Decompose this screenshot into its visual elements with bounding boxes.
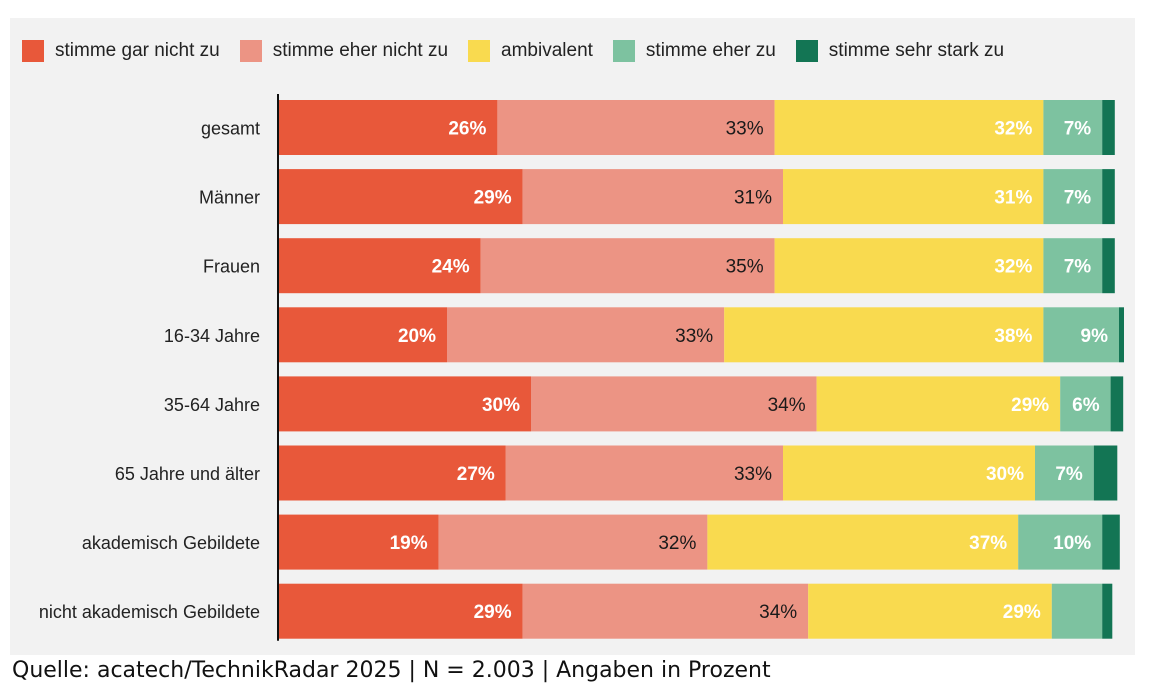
bar-nicht-akademisch-gebildete-ambivalent [808,583,1052,639]
legend-swatch-ambivalent [468,40,491,62]
bar-gesamt-stimme-sehr-stark-zu [1102,100,1115,155]
bar-gesamt-ambivalent [774,100,1044,155]
bar-frauen-stimme-gar-nicht-zu [279,238,481,294]
bar-16-34-jahre-ambivalent [724,307,1044,363]
source-note: Quelle: acatech/TechnikRadar 2025 | N = … [12,658,771,683]
bar-maenner-ambivalent [783,169,1044,225]
legend-item-stimme-sehr-stark-zu: stimme sehr stark zu [795,38,1005,64]
data-label-65-jahre-und-aelter-stimme-eher-nicht-zu: 33% [734,464,772,485]
legend-item-stimme-gar-nicht-zu: stimme gar nicht zu [22,38,220,64]
data-label-nicht-akademisch-gebildete-ambivalent: 29% [1003,602,1041,623]
data-label-maenner-stimme-eher-zu: 7% [1064,188,1092,209]
bar-akademisch-gebildete-stimme-eher-nicht-zu [438,514,708,570]
data-label-frauen-ambivalent: 32% [994,257,1032,278]
bar-frauen-stimme-eher-zu [1043,238,1103,294]
bar-frauen-stimme-eher-nicht-zu [480,238,775,294]
data-label-16-34-jahre-stimme-eher-nicht-zu: 33% [675,326,713,347]
bar-akademisch-gebildete-stimme-eher-zu [1018,514,1103,570]
legend-label-stimme-eher-nicht-zu: stimme eher nicht zu [272,40,449,61]
data-label-gesamt-stimme-gar-nicht-zu: 26% [448,119,486,140]
data-label-frauen-stimme-gar-nicht-zu: 24% [432,257,470,278]
data-label-35-64-jahre-stimme-eher-zu: 6% [1072,395,1100,416]
data-label-65-jahre-und-aelter-stimme-gar-nicht-zu: 27% [457,464,495,485]
bar-nicht-akademisch-gebildete-stimme-eher-zu [1051,583,1103,639]
category-label-maenner: Männer [199,188,260,208]
bar-maenner-stimme-eher-zu [1043,169,1103,225]
bar-35-64-jahre-stimme-gar-nicht-zu [279,376,531,432]
data-label-65-jahre-und-aelter-stimme-eher-zu: 7% [1055,464,1083,485]
legend-item-stimme-eher-nicht-zu: stimme eher nicht zu [239,38,449,64]
legend-swatch-stimme-sehr-stark-zu [795,40,818,62]
bar-65-jahre-und-aelter-stimme-sehr-stark-zu [1093,445,1118,501]
data-label-akademisch-gebildete-stimme-gar-nicht-zu: 19% [390,533,428,554]
bar-maenner-stimme-sehr-stark-zu [1102,169,1115,225]
category-label-akademisch-gebildete: akademisch Gebildete [82,533,260,553]
bar-35-64-jahre-stimme-eher-nicht-zu [531,376,817,432]
bar-akademisch-gebildete-ambivalent [707,514,1019,570]
legend-item-stimme-eher-zu: stimme eher zu [612,38,776,64]
bar-nicht-akademisch-gebildete-stimme-sehr-stark-zu [1102,583,1113,639]
bar-akademisch-gebildete-stimme-sehr-stark-zu [1102,514,1120,570]
bar-65-jahre-und-aelter-ambivalent [783,445,1035,501]
bar-16-34-jahre-stimme-gar-nicht-zu [279,307,447,363]
data-label-frauen-stimme-eher-nicht-zu: 35% [726,257,764,278]
legend-label-stimme-eher-zu: stimme eher zu [645,40,776,61]
bar-frauen-stimme-sehr-stark-zu [1102,238,1115,294]
bar-maenner-stimme-gar-nicht-zu [279,169,523,225]
category-label-frauen: Frauen [203,257,260,277]
bar-35-64-jahre-ambivalent [816,376,1061,432]
data-label-maenner-stimme-gar-nicht-zu: 29% [474,188,512,209]
data-label-gesamt-stimme-eher-nicht-zu: 33% [726,119,764,140]
data-label-35-64-jahre-stimme-eher-nicht-zu: 34% [768,395,806,416]
bar-frauen-ambivalent [774,238,1044,294]
bar-gesamt-stimme-gar-nicht-zu [279,100,498,155]
data-label-frauen-stimme-eher-zu: 7% [1064,257,1092,278]
bar-nicht-akademisch-gebildete-stimme-eher-nicht-zu [522,583,809,639]
data-label-maenner-stimme-eher-nicht-zu: 31% [734,188,772,209]
data-label-maenner-ambivalent: 31% [994,188,1032,209]
data-label-akademisch-gebildete-ambivalent: 37% [969,533,1007,554]
bar-gesamt-stimme-eher-zu [1043,100,1103,155]
data-label-gesamt-stimme-eher-zu: 7% [1064,119,1092,140]
bar-35-64-jahre-stimme-sehr-stark-zu [1110,376,1124,432]
data-label-16-34-jahre-ambivalent: 38% [994,326,1032,347]
bar-16-34-jahre-stimme-eher-zu [1043,307,1119,363]
legend-swatch-stimme-gar-nicht-zu [22,40,44,62]
data-label-akademisch-gebildete-stimme-eher-zu: 10% [1053,533,1091,554]
legend: stimme gar nicht zu stimme eher nicht zu… [22,38,1024,64]
data-label-gesamt-ambivalent: 32% [994,119,1032,140]
legend-swatch-stimme-eher-nicht-zu [239,40,262,62]
bar-35-64-jahre-stimme-eher-zu [1060,376,1111,432]
category-label-35-64-jahre: 35-64 Jahre [164,395,260,415]
legend-swatch-stimme-eher-zu [612,40,635,62]
bar-65-jahre-und-aelter-stimme-eher-nicht-zu [505,445,783,501]
legend-label-stimme-gar-nicht-zu: stimme gar nicht zu [55,40,220,61]
data-label-35-64-jahre-stimme-gar-nicht-zu: 30% [482,395,520,416]
bar-65-jahre-und-aelter-stimme-gar-nicht-zu [279,445,506,501]
bar-akademisch-gebildete-stimme-gar-nicht-zu [279,514,439,570]
data-label-16-34-jahre-stimme-gar-nicht-zu: 20% [398,326,436,347]
bar-maenner-stimme-eher-nicht-zu [522,169,783,225]
data-label-akademisch-gebildete-stimme-eher-nicht-zu: 32% [658,533,696,554]
bar-16-34-jahre-stimme-sehr-stark-zu [1119,307,1124,363]
legend-label-stimme-sehr-stark-zu: stimme sehr stark zu [828,40,1005,61]
category-label-gesamt: gesamt [201,119,260,139]
legend-item-ambivalent: ambivalent [468,38,593,64]
category-label-nicht-akademisch-gebildete: nicht akademisch Gebildete [39,602,260,622]
bar-gesamt-stimme-eher-nicht-zu [497,100,775,155]
category-label-16-34-jahre: 16-34 Jahre [164,326,260,346]
legend-label-ambivalent: ambivalent [501,40,593,61]
bar-nicht-akademisch-gebildete-stimme-gar-nicht-zu [279,583,523,639]
bar-65-jahre-und-aelter-stimme-eher-zu [1035,445,1094,501]
category-label-65-jahre-und-aelter: 65 Jahre und älter [115,464,260,484]
data-label-65-jahre-und-aelter-ambivalent: 30% [986,464,1024,485]
data-label-16-34-jahre-stimme-eher-zu: 9% [1081,326,1109,347]
data-label-nicht-akademisch-gebildete-stimme-gar-nicht-zu: 29% [474,602,512,623]
bar-16-34-jahre-stimme-eher-nicht-zu [447,307,725,363]
data-label-35-64-jahre-ambivalent: 29% [1011,395,1049,416]
data-label-nicht-akademisch-gebildete-stimme-eher-nicht-zu: 34% [759,602,797,623]
